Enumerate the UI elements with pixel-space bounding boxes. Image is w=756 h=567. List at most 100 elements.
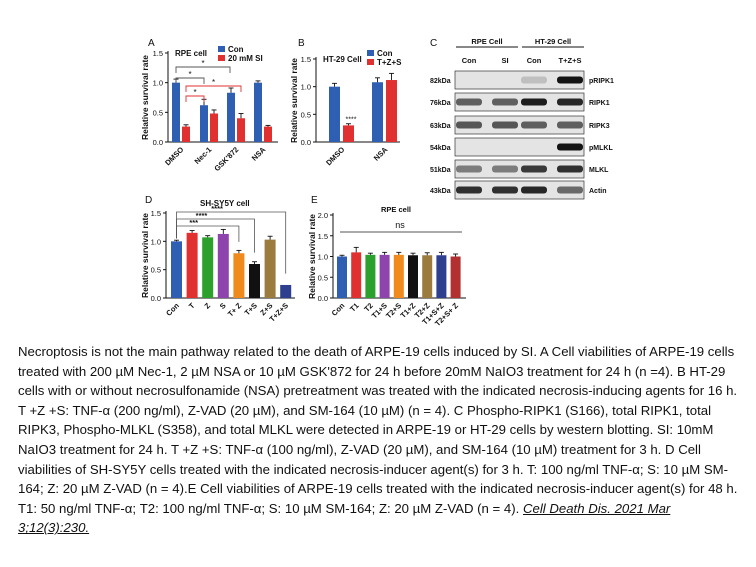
bar bbox=[386, 80, 397, 142]
panel-title: RPE cell bbox=[381, 205, 411, 214]
panel-letter: A bbox=[148, 38, 155, 49]
bar bbox=[237, 118, 245, 142]
significance-bracket bbox=[185, 95, 205, 102]
lane-group-label: RPE Cell bbox=[471, 37, 502, 46]
lane-label: Con bbox=[462, 56, 477, 65]
x-tick-label: T+ Z bbox=[226, 301, 244, 319]
bar bbox=[280, 284, 292, 298]
bar bbox=[450, 256, 461, 298]
y-axis-label: Relative survival rate bbox=[140, 55, 150, 140]
significance-label: **** bbox=[196, 211, 208, 220]
molecular-weight-label: 43kDa bbox=[430, 188, 451, 195]
blot-band bbox=[456, 98, 482, 106]
y-tick-label: 1.0 bbox=[318, 253, 328, 262]
blot-band bbox=[492, 186, 518, 194]
blot-strip bbox=[454, 70, 585, 90]
legend-swatch bbox=[218, 55, 225, 61]
bar bbox=[365, 254, 376, 298]
legend-label: Con bbox=[377, 49, 393, 58]
blot-strip bbox=[454, 159, 585, 179]
blot-band bbox=[521, 98, 547, 106]
x-tick-label: S bbox=[218, 301, 228, 311]
bar bbox=[200, 105, 208, 142]
blot-band bbox=[492, 121, 518, 129]
y-tick-label: 0.0 bbox=[301, 138, 311, 147]
legend-label: 20 mM SI bbox=[228, 54, 263, 63]
protein-label: pRIPK1 bbox=[589, 78, 614, 85]
significance-label: **** bbox=[346, 117, 357, 124]
y-tick-label: 1.5 bbox=[153, 49, 163, 58]
molecular-weight-label: 76kDa bbox=[430, 100, 451, 107]
bar bbox=[227, 92, 235, 142]
y-tick-label: 1.5 bbox=[318, 232, 328, 241]
x-tick-label: Nec-1 bbox=[193, 145, 214, 166]
y-tick-label: 0.5 bbox=[153, 108, 163, 117]
blot-band bbox=[456, 121, 482, 129]
bar bbox=[186, 232, 198, 298]
lane-label: T+Z+S bbox=[559, 56, 582, 65]
blot-strip bbox=[454, 180, 585, 200]
y-tick-label: 0.0 bbox=[151, 294, 161, 303]
bar bbox=[249, 264, 260, 298]
blot-band bbox=[557, 165, 583, 173]
bar bbox=[379, 254, 390, 298]
blot-band bbox=[492, 98, 518, 106]
y-tick-label: 1.0 bbox=[301, 83, 311, 92]
panel-title: HT-29 Cell bbox=[323, 55, 362, 64]
legend-swatch bbox=[367, 59, 374, 65]
significance-label: * bbox=[212, 78, 215, 87]
molecular-weight-label: 51kDa bbox=[430, 167, 451, 174]
bar bbox=[329, 86, 340, 142]
bar bbox=[393, 254, 404, 298]
lane-group-label: HT-29 Cell bbox=[535, 37, 571, 46]
panel-c: C RPE Cell HT-29 Cell Con SI Con T+Z+S 82kDa pRI… bbox=[430, 37, 614, 200]
blot-band bbox=[521, 121, 547, 129]
blot-band bbox=[557, 76, 583, 84]
y-tick-label: 1.0 bbox=[153, 79, 163, 88]
caption-text: Necroptosis is not the main pathway rela… bbox=[18, 344, 738, 516]
bar bbox=[372, 82, 383, 142]
x-tick-label: NSA bbox=[250, 145, 268, 163]
bar bbox=[171, 241, 182, 298]
panel-letter: E bbox=[311, 195, 318, 206]
bar bbox=[343, 125, 354, 142]
bar bbox=[422, 255, 433, 298]
blot-band bbox=[456, 165, 482, 173]
molecular-weight-label: 63kDa bbox=[430, 123, 451, 130]
significance-label: **** bbox=[211, 204, 223, 213]
protein-label: pMLKL bbox=[589, 145, 613, 152]
x-tick-label: NSA bbox=[372, 145, 390, 163]
blot-band bbox=[521, 165, 547, 173]
y-axis-label: Relative survival rate bbox=[140, 213, 150, 298]
x-tick-label: Con bbox=[330, 301, 347, 318]
blot-band bbox=[492, 165, 518, 173]
x-tick-label: Z bbox=[203, 301, 213, 311]
x-tick-label: GSK'872 bbox=[212, 145, 240, 173]
panel-letter: D bbox=[145, 195, 152, 206]
lane-label: SI bbox=[501, 56, 508, 65]
blot-band bbox=[521, 186, 547, 194]
y-tick-label: 0.0 bbox=[318, 294, 328, 303]
significance-label: * bbox=[188, 70, 191, 79]
bar bbox=[408, 255, 418, 298]
molecular-weight-label: 54kDa bbox=[430, 145, 451, 152]
blot-band bbox=[521, 76, 547, 84]
legend-swatch bbox=[367, 50, 374, 56]
bar bbox=[202, 237, 214, 298]
y-axis-label: Relative survival rate bbox=[307, 214, 317, 299]
bar bbox=[254, 82, 262, 142]
bar bbox=[264, 239, 276, 298]
y-tick-label: 0.5 bbox=[318, 273, 328, 282]
citation-link[interactable]: Cell Death Dis. 2021 Mar 3;12(3):230. bbox=[18, 500, 671, 536]
significance-label: * bbox=[193, 88, 196, 97]
x-tick-label: T+S bbox=[243, 301, 259, 317]
figure-caption: Necroptosis is not the main pathway rela… bbox=[18, 342, 740, 538]
bar bbox=[351, 252, 362, 298]
y-tick-label: 1.5 bbox=[151, 209, 161, 218]
y-tick-label: 0.5 bbox=[301, 110, 311, 119]
panel-title: SH-SY5Y cell bbox=[200, 199, 250, 208]
x-tick-label: DMSO bbox=[324, 145, 346, 167]
